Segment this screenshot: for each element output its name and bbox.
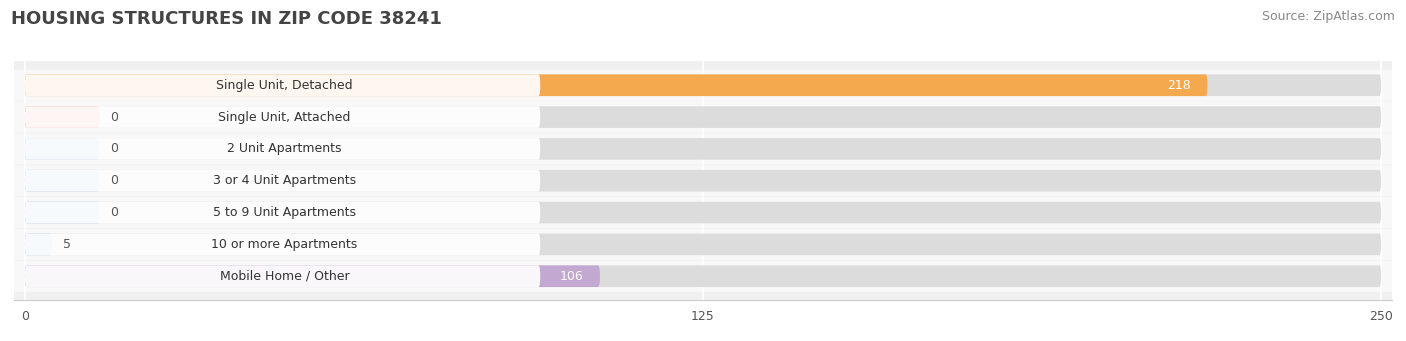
FancyBboxPatch shape bbox=[14, 229, 1392, 260]
Text: HOUSING STRUCTURES IN ZIP CODE 38241: HOUSING STRUCTURES IN ZIP CODE 38241 bbox=[11, 10, 441, 28]
FancyBboxPatch shape bbox=[25, 170, 1381, 192]
FancyBboxPatch shape bbox=[25, 265, 1381, 287]
FancyBboxPatch shape bbox=[25, 138, 1381, 160]
FancyBboxPatch shape bbox=[25, 202, 540, 223]
FancyBboxPatch shape bbox=[25, 74, 1381, 96]
Text: 0: 0 bbox=[110, 206, 118, 219]
Text: 218: 218 bbox=[1167, 79, 1191, 92]
Text: 5 to 9 Unit Apartments: 5 to 9 Unit Apartments bbox=[212, 206, 356, 219]
FancyBboxPatch shape bbox=[25, 202, 100, 223]
Text: 106: 106 bbox=[560, 270, 583, 283]
Text: 10 or more Apartments: 10 or more Apartments bbox=[211, 238, 357, 251]
Text: Source: ZipAtlas.com: Source: ZipAtlas.com bbox=[1261, 10, 1395, 23]
Text: Single Unit, Detached: Single Unit, Detached bbox=[217, 79, 353, 92]
Text: 2 Unit Apartments: 2 Unit Apartments bbox=[228, 143, 342, 155]
FancyBboxPatch shape bbox=[25, 106, 540, 128]
FancyBboxPatch shape bbox=[14, 133, 1392, 164]
Text: Single Unit, Attached: Single Unit, Attached bbox=[218, 110, 350, 123]
Text: 0: 0 bbox=[110, 110, 118, 123]
FancyBboxPatch shape bbox=[14, 102, 1392, 133]
FancyBboxPatch shape bbox=[14, 197, 1392, 228]
FancyBboxPatch shape bbox=[25, 74, 540, 96]
Text: Mobile Home / Other: Mobile Home / Other bbox=[219, 270, 349, 283]
FancyBboxPatch shape bbox=[25, 265, 600, 287]
FancyBboxPatch shape bbox=[14, 261, 1392, 292]
FancyBboxPatch shape bbox=[25, 138, 540, 160]
FancyBboxPatch shape bbox=[25, 170, 540, 192]
FancyBboxPatch shape bbox=[25, 106, 1381, 128]
FancyBboxPatch shape bbox=[25, 234, 1381, 255]
FancyBboxPatch shape bbox=[25, 170, 100, 192]
Text: 0: 0 bbox=[110, 143, 118, 155]
FancyBboxPatch shape bbox=[25, 234, 540, 255]
Text: 5: 5 bbox=[63, 238, 70, 251]
FancyBboxPatch shape bbox=[25, 265, 540, 287]
Text: 3 or 4 Unit Apartments: 3 or 4 Unit Apartments bbox=[212, 174, 356, 187]
FancyBboxPatch shape bbox=[25, 138, 100, 160]
FancyBboxPatch shape bbox=[14, 70, 1392, 101]
FancyBboxPatch shape bbox=[25, 234, 52, 255]
FancyBboxPatch shape bbox=[25, 202, 1381, 223]
FancyBboxPatch shape bbox=[14, 165, 1392, 196]
Text: 0: 0 bbox=[110, 174, 118, 187]
FancyBboxPatch shape bbox=[25, 74, 1208, 96]
FancyBboxPatch shape bbox=[25, 106, 100, 128]
